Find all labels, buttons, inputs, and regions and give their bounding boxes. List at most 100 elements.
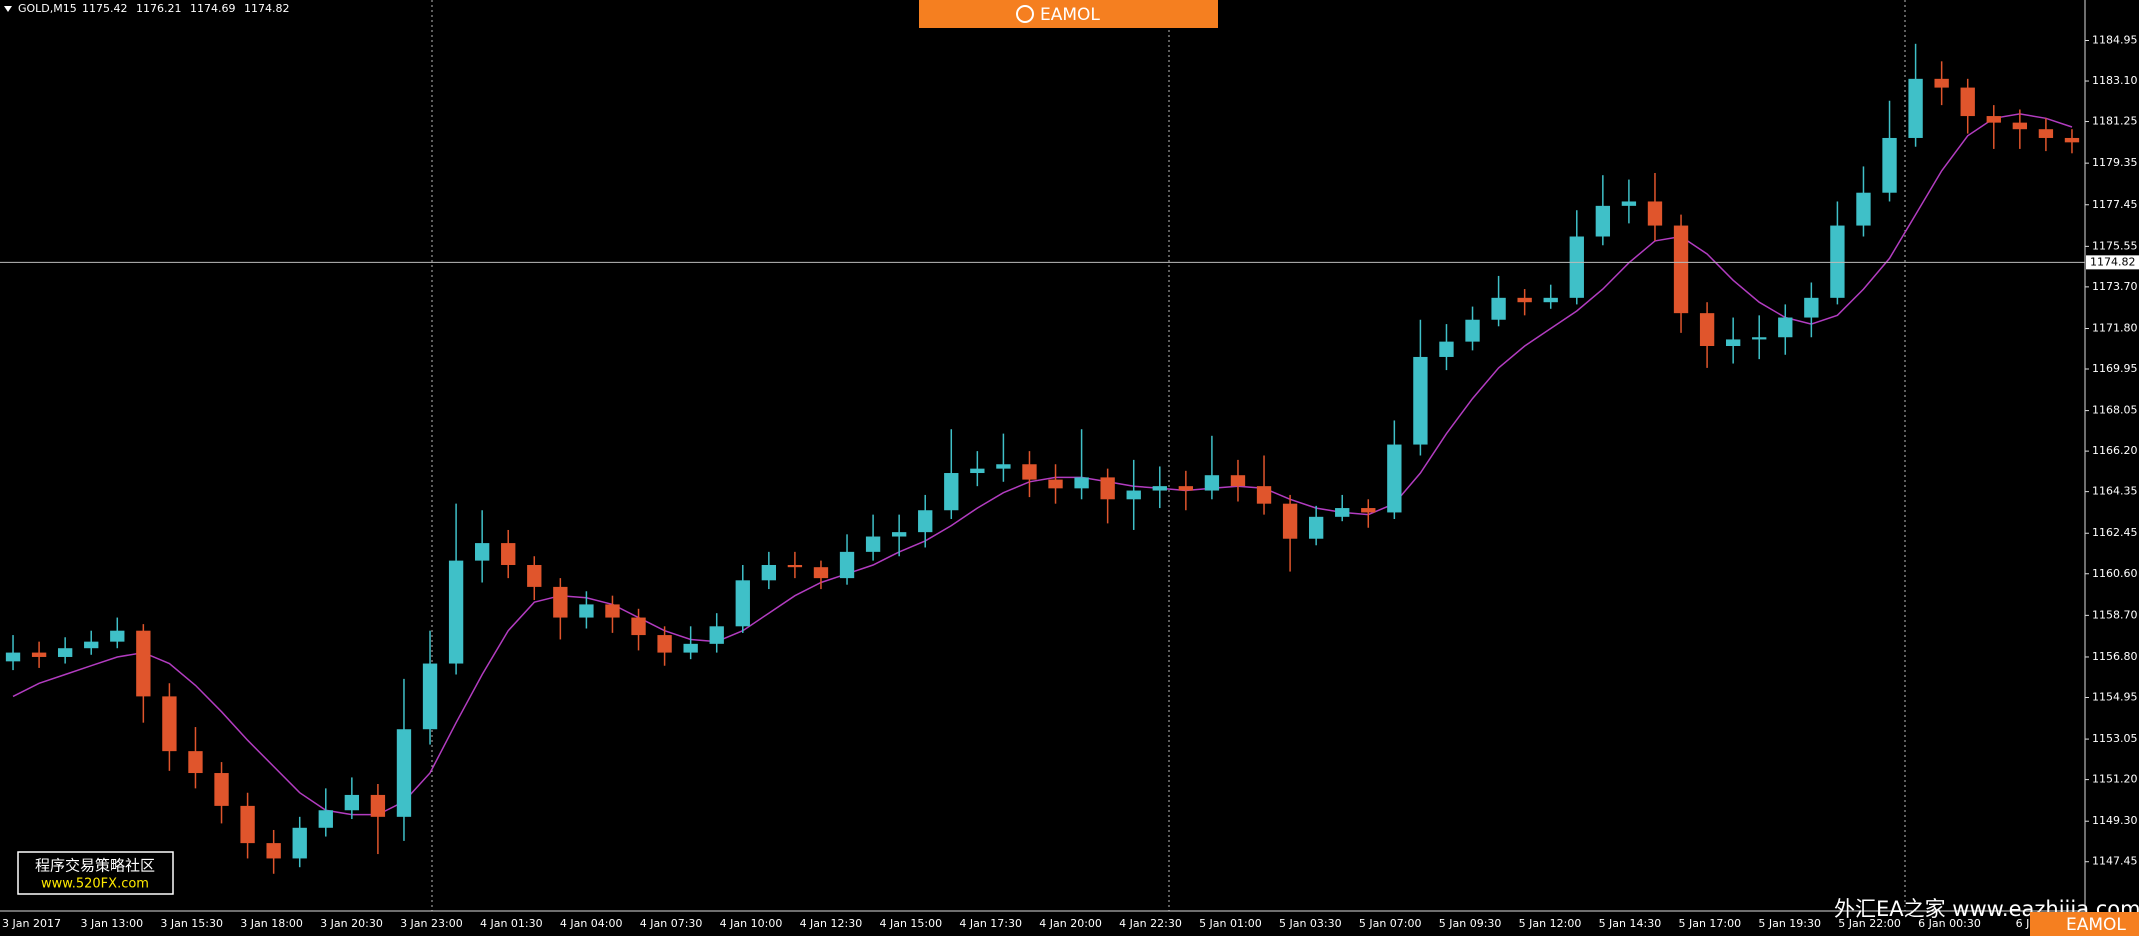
candle-body bbox=[2038, 129, 2054, 138]
candle-body bbox=[84, 641, 99, 649]
y-tick-label: 1164.35 bbox=[2092, 485, 2138, 498]
y-tick-label: 1154.95 bbox=[2092, 690, 2138, 703]
x-tick-label: 5 Jan 07:00 bbox=[1359, 917, 1422, 930]
y-tick-label: 1181.25 bbox=[2092, 115, 2138, 128]
x-tick-label: 4 Jan 04:00 bbox=[560, 917, 623, 930]
x-tick-label: 4 Jan 10:00 bbox=[720, 917, 783, 930]
candle-body bbox=[839, 551, 855, 579]
candle-body bbox=[1673, 225, 1689, 314]
candle-body bbox=[1465, 319, 1480, 342]
candle-body bbox=[1752, 337, 1767, 340]
candle-body bbox=[1048, 479, 1063, 489]
candle-body bbox=[996, 464, 1011, 469]
candle-body bbox=[1725, 339, 1741, 347]
corner-text: EAMOL bbox=[2066, 915, 2126, 935]
candle-body bbox=[214, 773, 229, 806]
watermark-box bbox=[17, 851, 174, 895]
candle-body bbox=[1022, 464, 1037, 480]
candle-body bbox=[1308, 516, 1324, 539]
period-separators bbox=[431, 0, 1906, 911]
candle-body bbox=[865, 536, 881, 552]
x-tick-label: 5 Jan 03:30 bbox=[1279, 917, 1342, 930]
x-tick-label: 4 Jan 01:30 bbox=[480, 917, 543, 930]
candle-body bbox=[1647, 201, 1663, 226]
candle-body bbox=[5, 652, 21, 662]
symbol: GOLD,M15 bbox=[18, 2, 77, 15]
candle-body bbox=[1256, 486, 1272, 504]
y-tick-label: 1177.45 bbox=[2092, 198, 2138, 211]
candle-body bbox=[136, 630, 151, 697]
quote-low: 1174.69 bbox=[190, 2, 236, 15]
banner bbox=[919, 0, 1218, 28]
x-tick-label: 3 Jan 2017 bbox=[2, 917, 61, 930]
y-tick-label: 1147.45 bbox=[2092, 855, 2138, 868]
candle-body bbox=[813, 567, 829, 579]
x-tick-label: 5 Jan 14:30 bbox=[1599, 917, 1662, 930]
y-tick-label: 1169.95 bbox=[2092, 362, 2138, 375]
x-tick-label: 4 Jan 15:00 bbox=[879, 917, 942, 930]
candle-body bbox=[110, 630, 125, 642]
candle-body bbox=[1413, 356, 1428, 445]
x-tick-label: 4 Jan 22:30 bbox=[1119, 917, 1182, 930]
x-tick-label: 5 Jan 01:00 bbox=[1199, 917, 1262, 930]
x-tick-label: 4 Jan 07:30 bbox=[640, 917, 703, 930]
quote-open: 1175.42 bbox=[82, 2, 128, 15]
candle-body bbox=[1908, 78, 1923, 138]
candle-body bbox=[501, 543, 516, 565]
candle-body bbox=[553, 586, 568, 618]
candle-body bbox=[1543, 297, 1558, 303]
candle-body bbox=[1569, 236, 1584, 298]
candle-body bbox=[735, 580, 750, 627]
candle-body bbox=[31, 652, 47, 657]
candle-body bbox=[1934, 78, 1949, 88]
candle-body bbox=[891, 532, 907, 537]
x-tick-label: 5 Jan 09:30 bbox=[1439, 917, 1502, 930]
candle-body bbox=[1830, 225, 1845, 298]
candle-body bbox=[1986, 116, 2001, 123]
candle-body bbox=[240, 805, 255, 844]
candle-body bbox=[787, 564, 803, 568]
candle-body bbox=[1361, 508, 1376, 513]
candle-body bbox=[1230, 475, 1246, 487]
x-tick-label: 6 Jan 00:30 bbox=[1918, 917, 1981, 930]
candle-body bbox=[1882, 137, 1897, 193]
candle-body bbox=[422, 663, 438, 730]
x-tick-label: 5 Jan 17:00 bbox=[1678, 917, 1741, 930]
moving-average bbox=[12, 113, 2073, 816]
y-tick-label: 1162.45 bbox=[2092, 526, 2138, 539]
y-tick-label: 1184.95 bbox=[2092, 34, 2138, 47]
candle-body bbox=[318, 810, 333, 828]
menu-arrow[interactable] bbox=[4, 6, 12, 12]
price-label: 1174.82 bbox=[2090, 255, 2136, 268]
y-tick-label: 1173.70 bbox=[2092, 280, 2138, 293]
watermark-url: www.520FX.com bbox=[41, 877, 149, 892]
y-tick-label: 1151.20 bbox=[2092, 773, 2138, 786]
candle-body bbox=[1621, 201, 1637, 206]
candle-body bbox=[396, 729, 412, 817]
candle-body bbox=[1439, 341, 1454, 357]
candle-body bbox=[1595, 205, 1611, 237]
watermark-title: 程序交易策略社区 bbox=[35, 857, 155, 875]
candle-body bbox=[1282, 503, 1298, 539]
candle-body bbox=[761, 564, 777, 581]
x-tick-label: 5 Jan 12:00 bbox=[1519, 917, 1582, 930]
candle-body bbox=[370, 794, 386, 817]
y-tick-label: 1166.20 bbox=[2092, 444, 2138, 457]
y-tick-label: 1156.80 bbox=[2092, 650, 2138, 663]
candle-body bbox=[2064, 137, 2080, 143]
plot bbox=[0, 43, 2085, 874]
candle-body bbox=[266, 843, 281, 859]
banner-icon bbox=[1016, 5, 1034, 23]
y-tick-label: 1149.30 bbox=[2092, 814, 2138, 827]
y-tick-label: 1175.55 bbox=[2092, 239, 2138, 252]
candle-body bbox=[1152, 486, 1167, 491]
x-tick-label: 3 Jan 20:30 bbox=[320, 917, 383, 930]
x-tick-label: 3 Jan 23:00 bbox=[400, 917, 463, 930]
candle-body bbox=[188, 751, 203, 774]
candle-body bbox=[162, 696, 177, 752]
corner-logo bbox=[2030, 912, 2139, 936]
candle-body bbox=[1856, 192, 1871, 226]
x-tick-label: 5 Jan 22:00 bbox=[1838, 917, 1901, 930]
candle-body bbox=[1804, 297, 1819, 318]
